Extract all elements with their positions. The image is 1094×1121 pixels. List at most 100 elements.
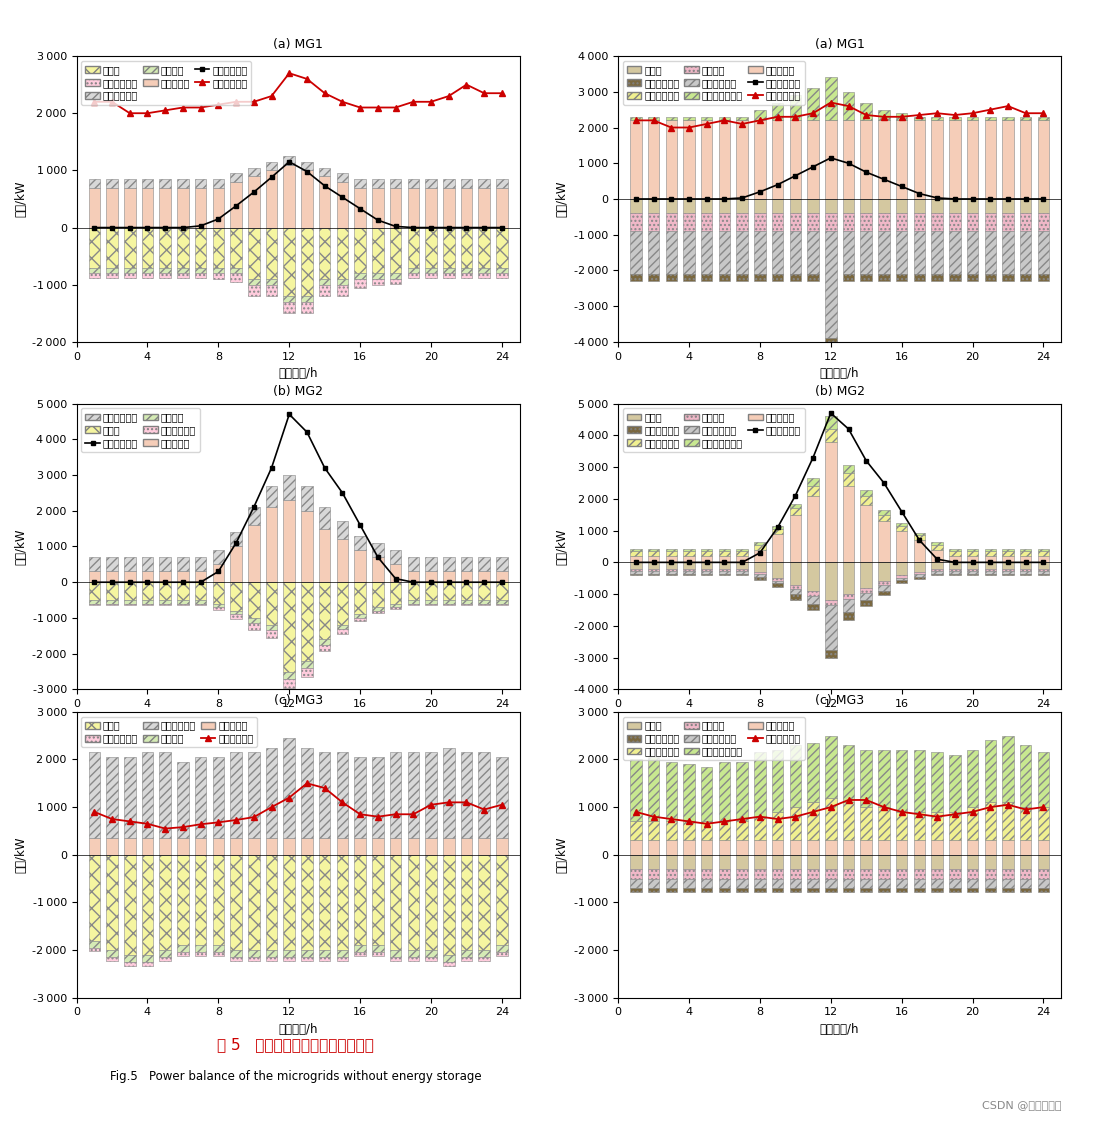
Bar	[1020, 855, 1032, 869]
Title: (a) MG1: (a) MG1	[274, 38, 323, 50]
Bar	[719, 120, 730, 198]
Bar	[931, 120, 943, 198]
Bar	[630, 556, 641, 563]
Bar	[195, 268, 207, 274]
Bar	[408, 179, 419, 187]
Bar	[701, 869, 712, 879]
Bar	[106, 274, 118, 278]
Bar	[443, 582, 454, 600]
Bar	[1020, 841, 1032, 855]
Bar	[913, 231, 926, 274]
Bar	[754, 110, 766, 120]
Bar	[842, 879, 854, 888]
Bar	[648, 888, 660, 892]
Bar	[807, 231, 818, 274]
Bar	[950, 117, 961, 120]
Bar	[443, 228, 454, 268]
Bar	[967, 274, 978, 281]
Bar	[630, 572, 641, 574]
Bar	[301, 748, 313, 839]
Bar	[772, 841, 783, 855]
Bar	[337, 626, 348, 629]
Bar	[648, 198, 660, 213]
Bar	[354, 279, 365, 288]
Bar	[231, 582, 242, 611]
Bar	[665, 198, 677, 213]
Bar	[124, 855, 136, 955]
Bar	[266, 582, 277, 626]
Bar	[665, 213, 677, 231]
Y-axis label: 功率/kW: 功率/kW	[556, 528, 569, 565]
Bar	[266, 957, 277, 961]
Bar	[266, 170, 277, 228]
Bar	[301, 485, 313, 511]
Bar	[630, 552, 641, 556]
Bar	[825, 650, 837, 658]
Bar	[408, 228, 419, 268]
Bar	[736, 563, 748, 568]
Bar	[231, 839, 242, 855]
Bar	[301, 228, 313, 296]
Bar	[736, 888, 748, 892]
Bar	[985, 117, 996, 120]
Bar	[648, 548, 660, 552]
Bar	[825, 735, 837, 798]
Bar	[861, 274, 872, 281]
Bar	[701, 568, 712, 572]
Bar	[89, 274, 100, 278]
Bar	[878, 120, 889, 198]
Bar	[967, 120, 978, 198]
Bar	[354, 274, 365, 279]
Bar	[426, 187, 437, 228]
Legend: 燃气轮机出力, 电负荷, 光伏最大出力, 电网购电, 电制冷机耗电, 新能源出力: 燃气轮机出力, 电负荷, 光伏最大出力, 电网购电, 电制冷机耗电, 新能源出力	[81, 408, 199, 452]
Bar	[142, 962, 153, 966]
Bar	[772, 198, 783, 213]
Bar	[684, 274, 695, 281]
Bar	[478, 572, 490, 582]
Bar	[985, 231, 996, 274]
Bar	[337, 174, 348, 182]
Bar	[967, 750, 978, 807]
Bar	[719, 879, 730, 888]
Bar	[896, 841, 907, 855]
Legend: 电负荷, 电制冷机耗电, 燃气轮机出力, 电网购电, 储能电站购电, 向储能电站售电, 新能源出力, 光伏最大出力, 风电最大出力: 电负荷, 电制冷机耗电, 燃气轮机出力, 电网购电, 储能电站购电, 向储能电站…	[622, 61, 804, 104]
Bar	[950, 568, 961, 572]
Bar	[931, 752, 943, 812]
Bar	[825, 429, 837, 442]
Bar	[124, 582, 136, 600]
Bar	[754, 879, 766, 888]
Bar	[807, 603, 818, 610]
Bar	[754, 816, 766, 841]
Bar	[461, 268, 473, 274]
Bar	[266, 855, 277, 951]
Bar	[1002, 735, 1014, 803]
Bar	[1020, 568, 1032, 572]
Bar	[736, 120, 748, 198]
Bar	[337, 629, 348, 634]
Bar	[354, 945, 365, 953]
Bar	[124, 962, 136, 966]
Bar	[1002, 879, 1014, 888]
Bar	[426, 855, 437, 951]
Bar	[160, 268, 171, 274]
Bar	[354, 855, 365, 945]
Bar	[648, 869, 660, 879]
Bar	[842, 841, 854, 855]
Bar	[701, 855, 712, 869]
Bar	[842, 869, 854, 879]
Bar	[1002, 572, 1014, 574]
Legend: 电负荷, 电制冷机耗电, 燃气轮机出力, 电网购电, 储能电站购电, 向储能电站售电, 新能源出力, 光伏最大出力: 电负荷, 电制冷机耗电, 燃气轮机出力, 电网购电, 储能电站购电, 向储能电站…	[622, 408, 804, 452]
Bar	[985, 879, 996, 888]
Bar	[89, 572, 100, 582]
Bar	[931, 231, 943, 274]
Bar	[931, 274, 943, 281]
Bar	[825, 879, 837, 888]
Bar	[283, 500, 295, 582]
Bar	[301, 170, 313, 228]
Bar	[807, 591, 818, 595]
Bar	[842, 231, 854, 274]
Bar	[665, 572, 677, 574]
Bar	[701, 888, 712, 892]
Bar	[443, 748, 454, 839]
Bar	[772, 534, 783, 563]
